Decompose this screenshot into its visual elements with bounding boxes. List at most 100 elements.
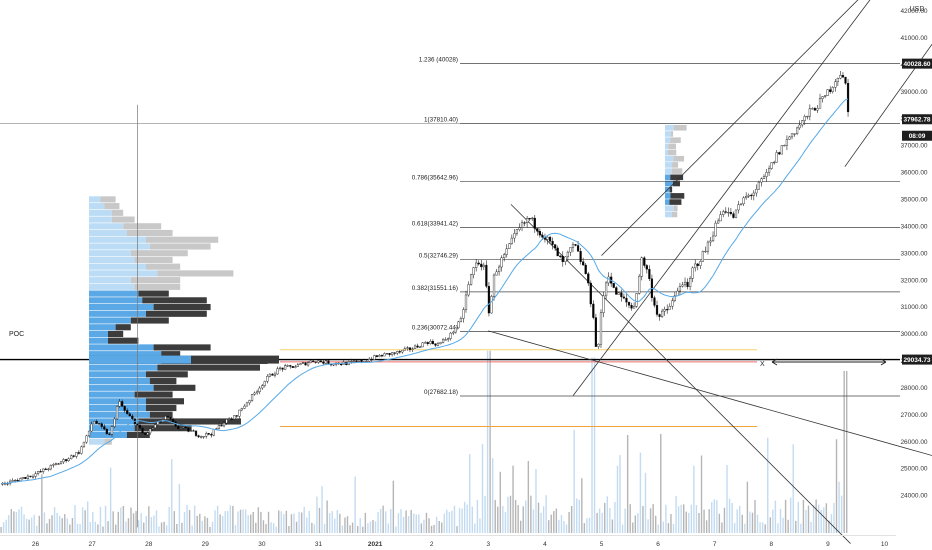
volume-bar [221,516,224,533]
fib-level-label: 0.382(31551.16) [412,285,458,292]
candle-body [263,381,266,386]
candle-body [225,419,228,424]
y-tick-label: 37000.00 [900,143,927,150]
candle-body [266,376,269,382]
candle-body [166,416,170,418]
candle-body [54,463,58,465]
volume-bar [173,511,176,533]
volume-bar [688,512,690,533]
candle-body [523,222,526,224]
volume-bar [820,509,822,533]
time-axis[interactable]: 26 27 28 29 30 31 2021 2 3 4 5 6 7 8 9 10 [0,535,896,549]
candle-body [711,235,715,242]
volume-bar [407,516,410,533]
profile-row-up [89,398,146,405]
volume-bar [102,526,104,533]
candle-body [602,295,605,313]
y-tick-label: 26000.00 [900,439,927,446]
volume-bar [387,523,389,533]
candle-body [635,293,638,307]
candle-body [87,430,91,437]
candle-body [182,427,185,429]
volume-bar [270,522,272,533]
volume-bar [81,507,84,533]
candle-body [574,244,577,246]
volume-bar [229,505,232,533]
profile-row-down [673,124,687,131]
candle-body [528,218,531,220]
candle-body [324,360,328,364]
volume-bar [181,522,183,533]
volume-bar [723,507,726,533]
fib-retracement[interactable]: 0(27682.18) 0.236(30072.44) 0.382(31551.16… [0,57,900,397]
candle-body [301,362,305,364]
volume-bar [604,502,606,533]
volume-bar [690,504,693,533]
candle-body [622,296,626,299]
volume-bar [196,515,198,533]
volume-bar [838,481,840,533]
volume-bar [784,499,787,533]
y-tick-label: 36000.00 [900,170,927,177]
profile-row-up [89,263,146,270]
profile-row-down [149,243,211,250]
candle-body [554,244,557,249]
trend-line [572,0,871,396]
profile-row-down [672,180,680,187]
volume-bar [817,504,820,533]
candle-body [284,365,287,370]
candle-body [115,406,119,420]
profile-row-down [123,223,162,230]
candle-body [436,343,440,346]
x-tick-label: 2 [430,541,434,548]
volume-bar [560,514,563,533]
candle-body [699,261,702,266]
candle-body [477,262,480,265]
volume-bar [825,503,828,533]
price-axis[interactable]: 24000.00 25000.00 26000.00 27000.00 28000.00… [900,8,927,500]
x-marker[interactable]: X [760,358,887,368]
candle-body [597,343,600,347]
candle-body [762,176,766,179]
candle-body [332,364,335,366]
candle-body [510,237,513,244]
volume-bar [148,506,150,533]
candle-body [24,477,27,479]
candle-body [495,271,498,276]
volume-bar [395,526,397,533]
volume-bar [514,499,517,533]
volume-bar [802,499,805,533]
candle-body [561,255,564,263]
volume-bar [509,495,512,533]
volume-bar [685,511,687,533]
candle-body [803,116,806,121]
y-tick-label: 39000.00 [900,89,927,96]
candle-body [47,468,50,471]
volume-bar [255,522,257,533]
candle-body [52,464,55,466]
volume-bar [573,430,575,533]
volume-bar [644,472,647,533]
volume-bar [8,515,10,533]
volume-bar [120,507,122,533]
volume-bar [591,357,593,533]
volume-bar [336,510,339,533]
volume-bar [303,506,305,533]
price-tag-label: 37962.78 [903,117,930,124]
volume-bar [497,506,499,533]
candle-body [589,282,592,305]
candle-body [518,227,521,230]
volume-bar [390,509,392,533]
volume-bar [718,513,721,533]
profile-row-up [89,223,124,230]
volume-bar [74,505,76,533]
profile-row-down [153,344,211,351]
candle-body [620,292,623,298]
candle-body [110,426,114,435]
candle-body [508,243,511,249]
candle-body [385,352,389,355]
channel-lines[interactable] [488,0,932,544]
volume-bar [344,517,346,533]
volume-bar [283,514,285,533]
